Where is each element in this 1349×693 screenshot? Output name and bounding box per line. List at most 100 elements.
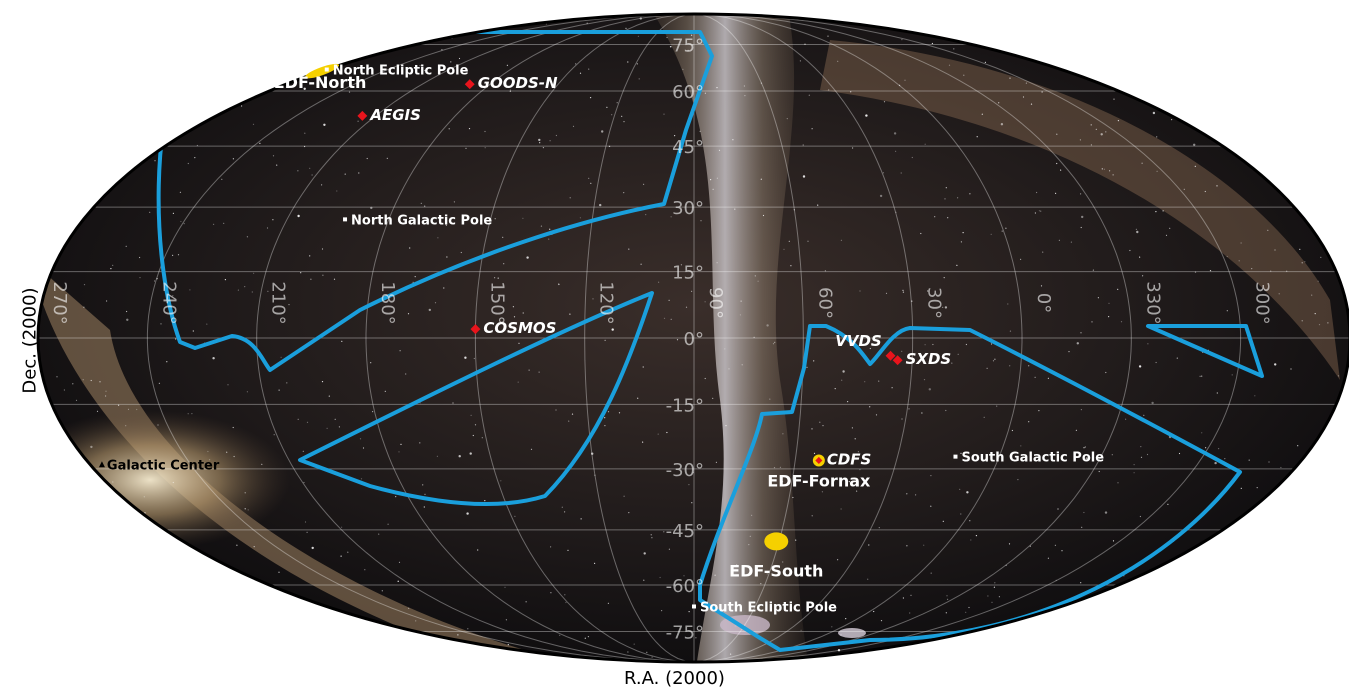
star (236, 544, 238, 546)
star (56, 548, 58, 550)
star (1224, 458, 1226, 460)
star (1301, 262, 1303, 264)
star (1140, 446, 1142, 448)
star (414, 276, 416, 278)
star (148, 76, 150, 78)
star (204, 63, 207, 66)
star (98, 502, 100, 504)
star (350, 616, 352, 618)
star (766, 573, 768, 575)
star (1242, 79, 1244, 81)
star (328, 23, 330, 25)
star (938, 16, 940, 18)
star (728, 368, 730, 370)
star (370, 362, 372, 364)
star (1251, 268, 1253, 270)
star (1105, 371, 1107, 374)
star (407, 313, 410, 315)
star (458, 455, 461, 458)
star (998, 596, 1001, 598)
small-magellanic-cloud (838, 628, 866, 638)
star (1111, 454, 1113, 456)
star (467, 628, 469, 630)
star (1112, 540, 1115, 542)
star (782, 433, 784, 435)
star (1286, 46, 1288, 49)
star (1120, 321, 1123, 323)
star (992, 360, 995, 362)
star (1105, 131, 1107, 133)
star (81, 125, 83, 127)
star (716, 87, 718, 89)
star (704, 301, 706, 303)
star (1325, 230, 1327, 232)
star (910, 594, 912, 596)
star (424, 493, 426, 495)
star (1274, 363, 1277, 366)
star (923, 379, 926, 381)
star (651, 656, 653, 658)
star (232, 426, 234, 429)
star (646, 651, 648, 653)
star (638, 78, 640, 80)
star (744, 95, 746, 97)
star (1108, 316, 1110, 318)
target-label: EDF-South (729, 561, 823, 580)
star (1337, 375, 1340, 377)
star (828, 89, 830, 91)
star (338, 426, 340, 428)
star (178, 41, 180, 43)
star (378, 533, 380, 535)
star (502, 236, 504, 238)
star (168, 557, 170, 560)
star (1187, 46, 1189, 48)
star (1239, 42, 1241, 45)
star (942, 520, 944, 522)
star (1009, 330, 1012, 332)
star (1286, 270, 1288, 272)
star (882, 172, 885, 174)
star (38, 488, 40, 490)
star (1233, 602, 1236, 604)
star (233, 455, 235, 458)
star (1109, 170, 1111, 172)
star (215, 89, 217, 91)
star (990, 343, 993, 345)
star (244, 286, 246, 288)
deep-field-marker (885, 350, 896, 361)
star (878, 380, 880, 382)
star (885, 292, 888, 294)
star (110, 268, 112, 270)
star (943, 277, 945, 279)
star (1167, 503, 1169, 505)
star (149, 211, 151, 213)
star (837, 649, 841, 652)
star (692, 44, 694, 46)
star (568, 420, 570, 422)
star (290, 51, 293, 53)
star (505, 619, 507, 621)
star (716, 177, 719, 179)
star (1029, 545, 1031, 547)
star (202, 47, 204, 49)
star (1081, 215, 1084, 219)
star (387, 523, 389, 525)
star (774, 341, 776, 343)
star (1075, 619, 1077, 621)
star (1117, 482, 1119, 484)
star (699, 130, 701, 132)
star (586, 22, 588, 24)
star (1041, 91, 1043, 93)
star (304, 521, 307, 523)
star (751, 514, 753, 516)
star (1040, 285, 1043, 287)
dec-tick-label: -60° (666, 576, 704, 597)
star (422, 14, 424, 15)
star (893, 132, 897, 135)
star (226, 451, 228, 453)
star (692, 471, 694, 474)
ra-gridline (474, 14, 679, 662)
ra-tick-label: 120° (596, 281, 617, 324)
star (659, 576, 661, 579)
star (1317, 163, 1319, 166)
